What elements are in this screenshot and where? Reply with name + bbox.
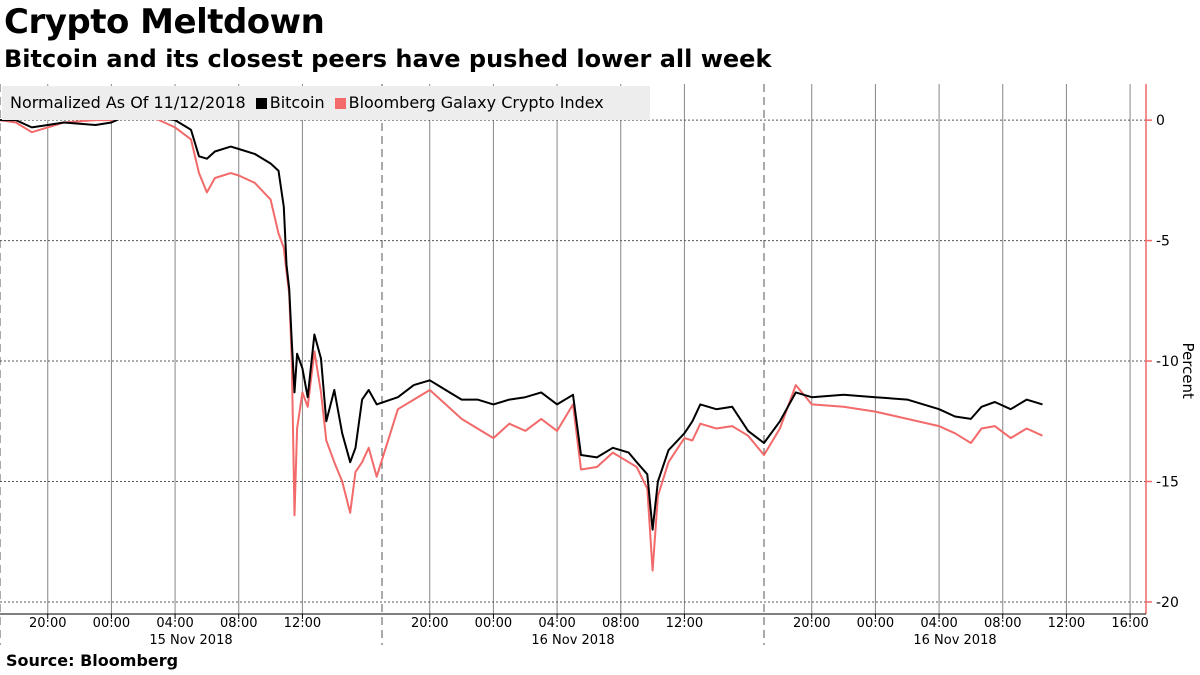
x-tick-label: 20:00 xyxy=(411,616,448,631)
x-tick-label: 04:00 xyxy=(920,616,957,631)
chart-title: Crypto Meltdown xyxy=(4,2,325,42)
x-tick-label: 20:00 xyxy=(793,616,830,631)
x-tick-label: 08:00 xyxy=(984,616,1021,631)
x-day-label: 16 Nov 2018 xyxy=(913,633,996,648)
legend-label-index: Bloomberg Galaxy Crypto Index xyxy=(348,93,604,112)
x-day-label: 16 Nov 2018 xyxy=(531,633,614,648)
x-tick-label: 08:00 xyxy=(220,616,257,631)
x-tick-label: 08:00 xyxy=(602,616,639,631)
x-tick-label: 00:00 xyxy=(475,616,512,631)
series-line-bitcoin xyxy=(0,114,1043,531)
legend-swatch-bitcoin xyxy=(255,97,267,109)
source-note: Source: Bloomberg xyxy=(6,651,179,670)
x-day-label: 15 Nov 2018 xyxy=(149,633,232,648)
y-tick-label: -10 xyxy=(1156,354,1179,370)
y-tick-label: -5 xyxy=(1156,234,1170,250)
grid-lines xyxy=(0,84,1146,645)
x-tick-label: 12:00 xyxy=(1048,616,1085,631)
x-tick-label: 04:00 xyxy=(538,616,575,631)
chart-subtitle: Bitcoin and its closest peers have pushe… xyxy=(4,45,772,73)
x-tick-label: 04:00 xyxy=(156,616,193,631)
x-tick-label: 16:00 xyxy=(1111,616,1148,631)
legend-swatch-index xyxy=(334,97,346,109)
y-tick-label: 0 xyxy=(1156,113,1165,129)
y-tick-label: -15 xyxy=(1156,475,1179,491)
y-axis-title: Percent xyxy=(1179,342,1197,399)
x-tick-label: 00:00 xyxy=(93,616,130,631)
x-tick-label: 12:00 xyxy=(666,616,703,631)
legend-label-bitcoin: Bitcoin xyxy=(269,93,325,112)
series-line-galaxy-index xyxy=(0,111,1043,572)
legend-note: Normalized As Of 11/12/2018 xyxy=(10,93,246,112)
chart-legend: Normalized As Of 11/12/2018 Bitcoin Bloo… xyxy=(2,86,650,120)
y-tick-label: -20 xyxy=(1156,595,1179,611)
x-tick-label: 12:00 xyxy=(284,616,321,631)
x-tick-label: 20:00 xyxy=(29,616,66,631)
x-tick-label: 00:00 xyxy=(857,616,894,631)
